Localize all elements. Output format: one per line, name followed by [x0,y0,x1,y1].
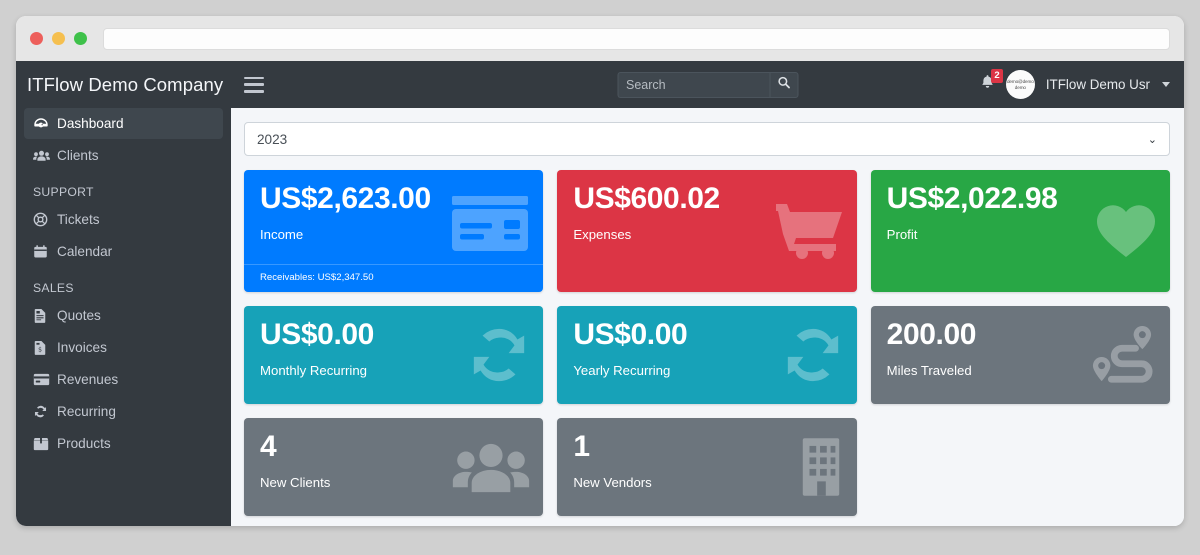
sidebar-item-tickets[interactable]: Tickets [24,204,223,235]
sidebar-item-recurring[interactable]: Recurring [24,396,223,427]
topbar: 2 demo@demo demo ITFlow Demo Usr [231,61,1184,108]
sync-icon [468,325,530,385]
sidebar-item-label: Quotes [57,308,101,323]
heart-icon [1095,203,1157,259]
stat-card-row-3-empty-slot [871,418,1170,516]
browser-chrome-bar [16,16,1184,61]
stat-card-label: Profit [886,227,918,243]
avatar[interactable]: demo@demo demo [1005,70,1035,99]
building-icon [798,436,844,498]
topbar-right: 2 demo@demo demo ITFlow Demo Usr [980,69,1170,99]
chevron-down-icon: ⌄ [1147,133,1157,146]
year-filter-value: 2023 [257,131,288,147]
sidebar-item-label: Tickets [57,212,100,227]
users-icon [33,149,57,163]
window-controls [30,32,87,45]
content-column: 2 demo@demo demo ITFlow Demo Usr 2023 ⌄ [231,61,1184,526]
shopping-cart-icon [775,201,844,261]
sidebar-item-label: Invoices [57,340,107,355]
users-icon [452,439,530,495]
sidebar-group-header-support: SUPPORT [33,185,94,199]
stat-card-value: US$0.00 [260,318,374,351]
stat-card-label: New Clients [260,475,331,491]
calendar-icon [33,244,57,259]
stat-card-new-vendors[interactable]: 1 New Vendors [557,418,857,516]
search-icon [777,76,790,94]
stat-card-value: 1 [573,430,590,463]
sync-icon [782,325,844,385]
sidebar-item-revenues[interactable]: Revenues [24,364,223,395]
sidebar-item-invoices[interactable]: $ Invoices [24,332,223,363]
stat-card-value: 4 [260,430,277,463]
avatar-line-1: demo@demo [1006,78,1034,84]
maximize-window-button[interactable] [74,32,87,45]
stat-card-value: US$2,623.00 [260,182,431,215]
close-window-button[interactable] [30,32,43,45]
route-icon [1087,324,1157,386]
stat-card-row-2: US$0.00 Monthly Recurring US$0.00 Yearly… [244,306,1170,404]
stat-card-expenses[interactable]: US$600.02 Expenses [557,170,857,292]
stat-card-yearly-recurring[interactable]: US$0.00 Yearly Recurring [557,306,857,404]
stat-card-label: Income [260,227,304,243]
search-button[interactable] [769,71,798,98]
life-ring-icon [33,212,57,227]
minimize-window-button[interactable] [52,32,65,45]
sidebar-item-products[interactable]: Products [24,428,223,459]
bell-icon [980,74,995,95]
sidebar-item-quotes[interactable]: Quotes [24,300,223,331]
stat-card-income[interactable]: US$2,623.00 Income Receivables: US$2,347… [244,170,544,292]
sidebar: ITFlow Demo Company Dashboard Clients SU… [16,61,231,526]
notifications-button[interactable]: 2 [980,69,1004,95]
browser-window: ITFlow Demo Company Dashboard Clients SU… [16,16,1184,526]
avatar-line-2: demo [1014,84,1026,90]
sidebar-item-calendar[interactable]: Calendar [24,236,223,267]
stat-card-value: US$2,022.98 [886,182,1058,215]
url-bar[interactable] [103,27,1170,50]
tachometer-icon [33,116,57,132]
stat-card-label: Expenses [573,227,632,243]
sidebar-item-dashboard[interactable]: Dashboard [24,108,223,139]
stat-card-row-3: 4 New Clients 1 New Vendors [244,418,1170,516]
credit-card-icon [33,373,57,386]
stat-card-row-1: US$2,623.00 Income Receivables: US$2,347… [244,170,1170,292]
sidebar-brand[interactable]: ITFlow Demo Company [27,73,224,95]
sidebar-item-label: Calendar [57,244,113,259]
caret-down-icon[interactable] [1162,82,1170,87]
file-invoice-dollar-icon: $ [33,340,57,355]
stat-card-label: Yearly Recurring [573,363,671,379]
sync-icon [33,404,57,419]
stat-card-miles-traveled[interactable]: 200.00 Miles Traveled [870,306,1170,404]
sidebar-item-clients[interactable]: Clients [24,140,223,171]
stat-card-profit[interactable]: US$2,022.98 Profit [870,170,1170,292]
search-input[interactable] [617,71,769,98]
stat-card-label: New Vendors [573,475,652,491]
stat-card-monthly-recurring[interactable]: US$0.00 Monthly Recurring [244,306,544,404]
sidebar-item-label: Dashboard [57,116,124,131]
stat-card-label: Monthly Recurring [260,363,368,379]
main-content: 2023 ⌄ US$2,623.00 Income Receivables: U… [231,108,1184,526]
sidebar-item-label: Revenues [57,372,119,387]
svg-text:$: $ [38,347,42,354]
box-icon [33,437,57,451]
notification-count-badge: 2 [990,69,1004,83]
stat-card-value: US$600.02 [573,182,720,215]
sidebar-item-label: Recurring [57,404,116,419]
stat-card-new-clients[interactable]: 4 New Clients [244,418,544,516]
stat-card-footer: Receivables: US$2,347.50 [244,264,544,292]
stat-card-value: 200.00 [886,318,977,351]
sidebar-nav: Dashboard Clients SUPPORT Tickets [16,108,231,459]
user-menu-label[interactable]: ITFlow Demo Usr [1045,77,1150,92]
app-shell: ITFlow Demo Company Dashboard Clients SU… [16,61,1184,526]
sidebar-item-label: Clients [57,148,99,163]
hamburger-icon[interactable] [244,76,264,93]
sidebar-item-label: Products [57,436,111,451]
search-form [617,71,798,98]
file-invoice-icon [33,308,57,323]
sidebar-group-header-sales: SALES [33,281,74,295]
year-filter-select[interactable]: 2023 ⌄ [244,122,1170,156]
stat-card-label: Miles Traveled [886,363,972,379]
stat-card-value: US$0.00 [573,318,688,351]
money-check-icon [450,195,530,253]
